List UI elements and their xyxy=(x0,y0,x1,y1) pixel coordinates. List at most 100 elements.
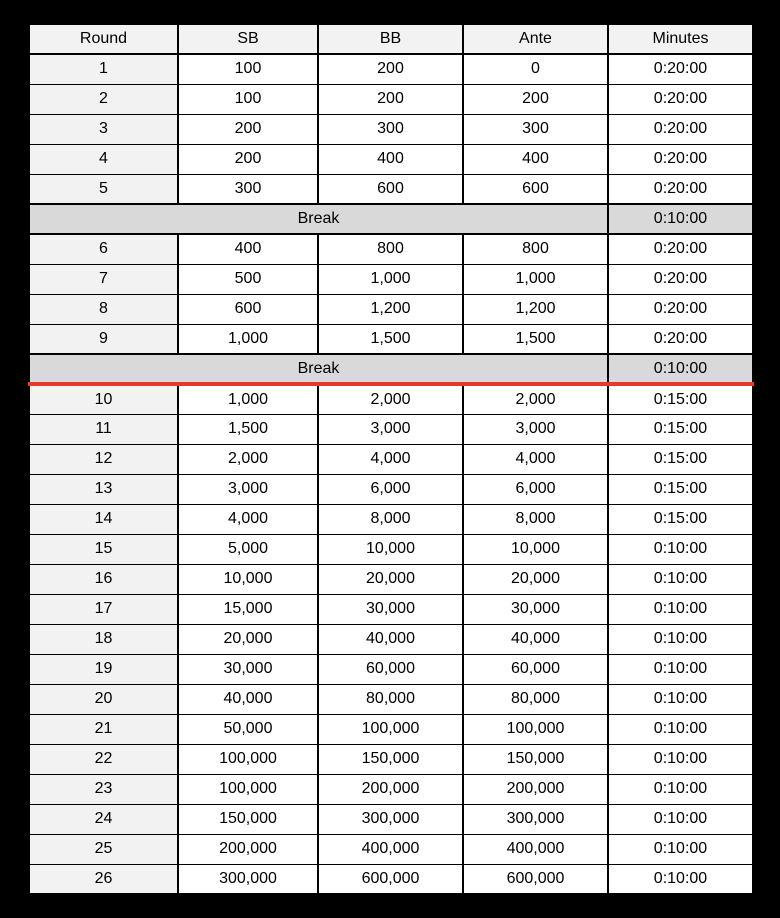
minutes-cell: 0:15:00 xyxy=(607,443,754,475)
minutes-cell: 0:20:00 xyxy=(607,293,754,325)
ante-cell: 300 xyxy=(462,113,609,145)
minutes-cell: 0:20:00 xyxy=(607,83,754,115)
ante-cell: 200 xyxy=(462,83,609,115)
level-row: 22 100,000 150,000 150,000 0:10:00 xyxy=(28,743,754,775)
round-cell: 18 xyxy=(28,623,179,655)
round-cell: 16 xyxy=(28,563,179,595)
minutes-cell: 0:10:00 xyxy=(607,863,754,895)
round-cell: 25 xyxy=(28,833,179,865)
sb-cell: 10,000 xyxy=(177,563,319,595)
ante-cell: 600 xyxy=(462,173,609,205)
break-row: Break 0:10:00 xyxy=(28,203,754,235)
round-cell: 15 xyxy=(28,533,179,565)
sb-cell: 30,000 xyxy=(177,653,319,685)
bb-cell: 60,000 xyxy=(317,653,464,685)
break-minutes-cell: 0:10:00 xyxy=(607,203,754,235)
level-row: 12 2,000 4,000 4,000 0:15:00 xyxy=(28,443,754,475)
sb-cell: 500 xyxy=(177,263,319,295)
bb-cell: 200 xyxy=(317,53,464,85)
minutes-cell: 0:10:00 xyxy=(607,533,754,565)
sb-cell: 300 xyxy=(177,173,319,205)
bb-cell: 600 xyxy=(317,173,464,205)
bb-cell: 300,000 xyxy=(317,803,464,835)
minutes-cell: 0:10:00 xyxy=(607,803,754,835)
minutes-cell: 0:20:00 xyxy=(607,173,754,205)
minutes-cell: 0:10:00 xyxy=(607,833,754,865)
level-row: 13 3,000 6,000 6,000 0:15:00 xyxy=(28,473,754,505)
level-row: 5 300 600 600 0:20:00 xyxy=(28,173,754,205)
ante-cell: 20,000 xyxy=(462,563,609,595)
sb-cell: 100,000 xyxy=(177,743,319,775)
sb-cell: 100,000 xyxy=(177,773,319,805)
sb-cell: 1,000 xyxy=(177,383,319,415)
minutes-cell: 0:10:00 xyxy=(607,773,754,805)
minutes-cell: 0:15:00 xyxy=(607,503,754,535)
round-cell: 6 xyxy=(28,233,179,265)
round-cell: 23 xyxy=(28,773,179,805)
round-cell: 1 xyxy=(28,53,179,85)
blind-structure-table: Round SB BB Ante Minutes 1 100 200 0 0:20:00… xyxy=(28,23,754,895)
ante-cell: 6,000 xyxy=(462,473,609,505)
bb-cell: 300 xyxy=(317,113,464,145)
round-cell: 8 xyxy=(28,293,179,325)
sb-cell: 1,500 xyxy=(177,413,319,445)
column-header-sb: SB xyxy=(177,23,319,55)
level-row: 18 20,000 40,000 40,000 0:10:00 xyxy=(28,623,754,655)
minutes-cell: 0:20:00 xyxy=(607,53,754,85)
round-cell: 2 xyxy=(28,83,179,115)
round-cell: 13 xyxy=(28,473,179,505)
round-cell: 4 xyxy=(28,143,179,175)
round-cell: 21 xyxy=(28,713,179,745)
sb-cell: 1,000 xyxy=(177,323,319,355)
sb-cell: 5,000 xyxy=(177,533,319,565)
break-label-cell: Break xyxy=(28,353,609,386)
break-minutes-cell: 0:10:00 xyxy=(607,353,754,386)
table-body: 1 100 200 0 0:20:00 2 100 200 200 0:20:00 3 200 300 3… xyxy=(28,53,754,895)
bb-cell: 100,000 xyxy=(317,713,464,745)
ante-cell: 80,000 xyxy=(462,683,609,715)
sb-cell: 600 xyxy=(177,293,319,325)
bb-cell: 1,000 xyxy=(317,263,464,295)
minutes-cell: 0:10:00 xyxy=(607,593,754,625)
ante-cell: 600,000 xyxy=(462,863,609,895)
sb-cell: 200,000 xyxy=(177,833,319,865)
bb-cell: 600,000 xyxy=(317,863,464,895)
ante-cell: 4,000 xyxy=(462,443,609,475)
ante-cell: 8,000 xyxy=(462,503,609,535)
round-cell: 11 xyxy=(28,413,179,445)
level-row: 14 4,000 8,000 8,000 0:15:00 xyxy=(28,503,754,535)
sb-cell: 15,000 xyxy=(177,593,319,625)
ante-cell: 3,000 xyxy=(462,413,609,445)
bb-cell: 400,000 xyxy=(317,833,464,865)
minutes-cell: 0:15:00 xyxy=(607,413,754,445)
round-cell: 3 xyxy=(28,113,179,145)
round-cell: 7 xyxy=(28,263,179,295)
level-row: 19 30,000 60,000 60,000 0:10:00 xyxy=(28,653,754,685)
round-cell: 17 xyxy=(28,593,179,625)
bb-cell: 2,000 xyxy=(317,383,464,415)
level-row: 23 100,000 200,000 200,000 0:10:00 xyxy=(28,773,754,805)
ante-cell: 200,000 xyxy=(462,773,609,805)
round-cell: 14 xyxy=(28,503,179,535)
minutes-cell: 0:10:00 xyxy=(607,713,754,745)
minutes-cell: 0:20:00 xyxy=(607,113,754,145)
minutes-cell: 0:15:00 xyxy=(607,473,754,505)
ante-cell: 40,000 xyxy=(462,623,609,655)
level-row: 9 1,000 1,500 1,500 0:20:00 xyxy=(28,323,754,355)
level-row: 3 200 300 300 0:20:00 xyxy=(28,113,754,145)
ante-cell: 60,000 xyxy=(462,653,609,685)
sb-cell: 300,000 xyxy=(177,863,319,895)
ante-cell: 1,200 xyxy=(462,293,609,325)
minutes-cell: 0:20:00 xyxy=(607,143,754,175)
column-header-round: Round xyxy=(28,23,179,55)
bb-cell: 800 xyxy=(317,233,464,265)
bb-cell: 8,000 xyxy=(317,503,464,535)
sb-cell: 200 xyxy=(177,113,319,145)
level-row: 17 15,000 30,000 30,000 0:10:00 xyxy=(28,593,754,625)
column-header-minutes: Minutes xyxy=(607,23,754,55)
bb-cell: 40,000 xyxy=(317,623,464,655)
minutes-cell: 0:10:00 xyxy=(607,683,754,715)
level-row: 25 200,000 400,000 400,000 0:10:00 xyxy=(28,833,754,865)
ante-cell: 0 xyxy=(462,53,609,85)
break-row-current: Break 0:10:00 xyxy=(28,353,754,386)
